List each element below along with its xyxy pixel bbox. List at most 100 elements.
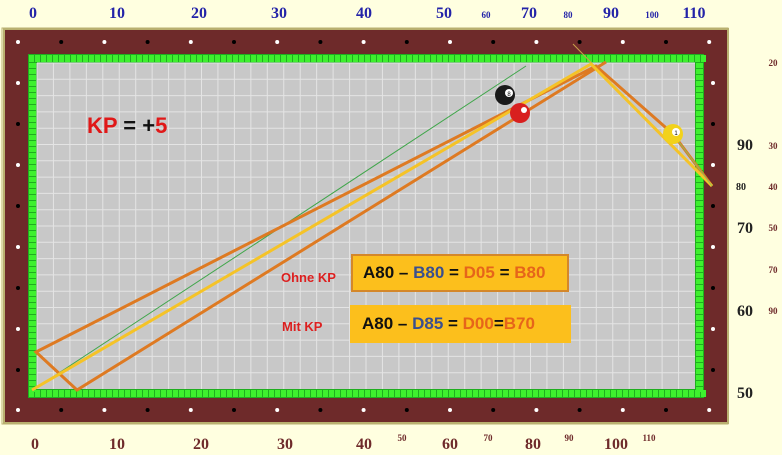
cushion-segment bbox=[29, 279, 36, 284]
cushion-segment bbox=[29, 327, 36, 332]
cushion-segment bbox=[629, 390, 634, 397]
cushion-segment bbox=[29, 225, 36, 230]
cushion-segment bbox=[696, 237, 703, 242]
rail-diamond bbox=[16, 81, 20, 85]
formula-part: A80 bbox=[362, 314, 394, 333]
cushion-segment bbox=[341, 390, 346, 397]
cushion-segment bbox=[29, 129, 36, 134]
scale-label-top: 80 bbox=[564, 10, 574, 20]
cushion-segment bbox=[35, 55, 40, 62]
cushion-segment bbox=[29, 309, 36, 314]
cushion-segment bbox=[696, 105, 703, 110]
cushion-segment bbox=[29, 381, 36, 386]
cushion-segment bbox=[407, 55, 412, 62]
row-label-ohne-kp: Ohne KP bbox=[281, 270, 336, 285]
cushion-segment bbox=[455, 390, 460, 397]
cushion-segment bbox=[353, 390, 358, 397]
cushion-segment bbox=[696, 99, 703, 104]
cushion-segment bbox=[696, 327, 703, 332]
cushion-segment bbox=[497, 390, 502, 397]
rail-diamond bbox=[275, 408, 280, 412]
cushion-segment bbox=[696, 231, 703, 236]
cushion-segment bbox=[299, 55, 304, 62]
cushion-segment bbox=[221, 390, 226, 397]
rail-diamond bbox=[16, 368, 20, 372]
cushion-segment bbox=[696, 375, 703, 380]
cushion-segment bbox=[527, 390, 532, 397]
cushion-segment bbox=[65, 390, 70, 397]
cushion-segment bbox=[401, 55, 406, 62]
cushion-segment bbox=[635, 390, 640, 397]
cushion-segment bbox=[696, 309, 703, 314]
rail-diamond bbox=[664, 408, 668, 412]
cushion-segment bbox=[605, 55, 610, 62]
cushion-segment bbox=[557, 390, 562, 397]
cushion-segment bbox=[203, 390, 208, 397]
cushion-segment bbox=[696, 63, 703, 68]
rail-diamond bbox=[16, 286, 20, 290]
rail-diamond bbox=[275, 40, 280, 44]
cushion-segment bbox=[696, 153, 703, 158]
black-ball: 8 bbox=[495, 85, 515, 105]
cushion-segment bbox=[29, 75, 36, 80]
scale-label-top: 110 bbox=[682, 5, 705, 22]
cushion-segment bbox=[167, 390, 172, 397]
cushion-segment bbox=[539, 390, 544, 397]
scale-label-bottom: 110 bbox=[642, 433, 656, 443]
scale-label-bottom: 30 bbox=[277, 436, 293, 453]
cushion-segment bbox=[629, 55, 634, 62]
rail-diamond bbox=[711, 204, 715, 208]
cushion-segment bbox=[29, 291, 36, 296]
cushion-segment bbox=[683, 55, 688, 62]
rail-diamond bbox=[16, 122, 20, 126]
cushion-segment bbox=[696, 351, 703, 356]
cushion-segment bbox=[515, 390, 520, 397]
cushion-segment bbox=[293, 390, 298, 397]
rail-diamond bbox=[491, 40, 496, 44]
cushion-segment bbox=[179, 390, 184, 397]
rail-diamond bbox=[534, 408, 539, 412]
cushion-segment bbox=[347, 390, 352, 397]
rail-diamond bbox=[448, 40, 452, 44]
formula-part: A80 bbox=[363, 263, 395, 282]
rail-diamond bbox=[16, 327, 20, 331]
cushion-segment bbox=[696, 333, 703, 338]
cushion-segment bbox=[29, 207, 36, 212]
rail-diamond bbox=[16, 408, 20, 412]
rail-diamond bbox=[188, 408, 193, 412]
cushion-segment bbox=[696, 369, 703, 374]
cushion-segment bbox=[29, 165, 36, 170]
scale-label-top: 40 bbox=[356, 5, 372, 22]
cushion-segment bbox=[77, 55, 82, 62]
cushion-segment bbox=[41, 390, 46, 397]
cushion-segment bbox=[329, 55, 334, 62]
cushion-segment bbox=[563, 390, 568, 397]
scale-label-bottom: 60 bbox=[442, 436, 458, 453]
cushion-segment bbox=[521, 390, 526, 397]
cushion-segment bbox=[209, 55, 214, 62]
scale-label-bottom: 40 bbox=[356, 436, 372, 453]
rail-diamond bbox=[711, 81, 715, 85]
cushion-segment bbox=[281, 390, 286, 397]
cushion-segment bbox=[683, 390, 688, 397]
rail-diamond bbox=[711, 122, 715, 126]
formula-part: – bbox=[394, 263, 414, 282]
rail-diamond bbox=[404, 40, 409, 44]
cushion-segment bbox=[696, 111, 703, 116]
rail-diamond bbox=[707, 40, 712, 44]
cushion-segment bbox=[575, 55, 580, 62]
cushion-segment bbox=[696, 315, 703, 320]
cushion-segment bbox=[581, 390, 586, 397]
cushion-segment bbox=[383, 390, 388, 397]
cushion-segment bbox=[143, 390, 148, 397]
cushion-segment bbox=[371, 390, 376, 397]
cushion-segment bbox=[53, 390, 58, 397]
cushion-segment bbox=[29, 111, 36, 116]
cushion-segment bbox=[696, 225, 703, 230]
cushion-segment bbox=[696, 291, 703, 296]
cushion-segment bbox=[107, 55, 112, 62]
cushion-segment bbox=[311, 55, 316, 62]
cushion-segment bbox=[545, 55, 550, 62]
cushion-segment bbox=[677, 390, 682, 397]
rail-diamond bbox=[145, 408, 150, 412]
